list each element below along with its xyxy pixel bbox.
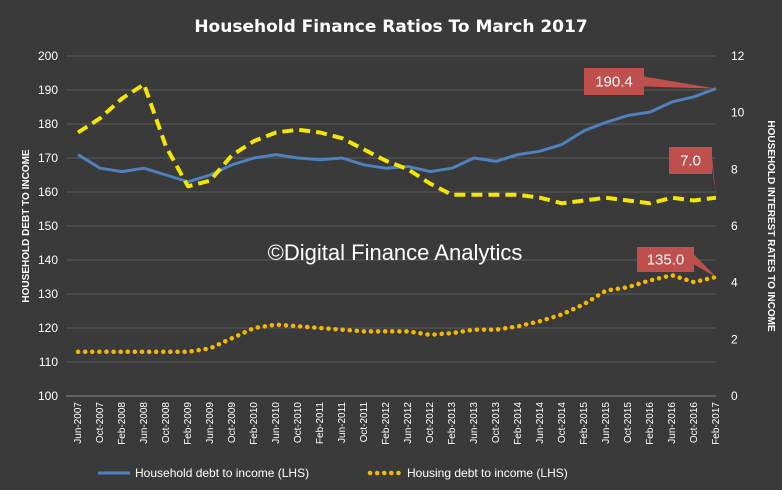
x-tick-label: Feb-2014 — [513, 402, 524, 445]
watermark: ©Digital Finance Analytics — [268, 240, 523, 265]
right-tick-label: 8 — [731, 162, 738, 176]
left-tick-label: 130 — [38, 287, 58, 301]
left-tick-label: 150 — [38, 219, 58, 233]
callout-0: 190.4 — [584, 68, 716, 95]
left-tick-label: 140 — [38, 253, 58, 267]
callout-label: 190.4 — [595, 74, 633, 91]
left-tick-label: 120 — [38, 321, 58, 335]
left-tick-label: 170 — [38, 151, 58, 165]
x-tick-label: Feb-2013 — [447, 402, 458, 445]
x-tick-label: Jun-2009 — [205, 402, 216, 444]
left-tick-label: 180 — [38, 117, 58, 131]
x-tick-label: Oct-2007 — [95, 402, 106, 444]
x-tick-label: Oct-2012 — [425, 402, 436, 444]
callout-pointer — [694, 254, 716, 277]
callout-pointer — [644, 76, 716, 89]
x-tick-label: Oct-2010 — [293, 402, 304, 444]
series-line-0 — [77, 87, 717, 184]
callout-box — [637, 247, 694, 272]
x-tick-label: Jun-2008 — [139, 402, 150, 444]
x-tick-label: Oct-2014 — [557, 402, 568, 444]
callout-1: 7.0 — [669, 147, 716, 198]
legend: Household debt to income (LHS) Housing de… — [98, 466, 568, 480]
x-tick-label: Jun-2012 — [403, 402, 414, 444]
x-tick-label: Feb-2016 — [645, 402, 656, 445]
right-axis-label: HOUSEHOLD INTEREST RATES TO INCOME — [765, 120, 776, 332]
x-tick-label: Feb-2008 — [117, 402, 128, 445]
left-tick-label: 160 — [38, 185, 58, 199]
right-axis-ticks: 0 2 4 6 8 10 12 — [731, 49, 745, 403]
x-tick-label: Jun-2016 — [667, 402, 678, 444]
legend-item-1: Housing debt to income (LHS) — [367, 466, 568, 480]
legend-label: Household debt to income (LHS) — [135, 466, 309, 480]
callout-label: 7.0 — [680, 153, 701, 170]
chart-title: Household Finance Ratios To March 2017 — [194, 17, 587, 37]
x-tick-label: Feb-2010 — [249, 402, 260, 445]
x-tick-label: Feb-2012 — [381, 402, 392, 445]
right-tick-label: 10 — [731, 106, 745, 120]
x-tick-label: Feb-2017 — [711, 402, 722, 445]
left-tick-label: 200 — [38, 49, 58, 63]
series-layer — [75, 82, 719, 355]
right-tick-label: 6 — [731, 219, 738, 233]
x-tick-label: Jun-2010 — [271, 402, 282, 444]
x-axis-ticks: Jun-2007 Oct-2007 Feb-2008 Jun-2008 Oct-2008… — [73, 402, 722, 445]
x-tick-label: Oct-2013 — [491, 402, 502, 444]
callout-box — [669, 147, 712, 174]
x-tick-label: Jun-2011 — [337, 402, 348, 443]
x-tick-label: Jun-2007 — [73, 402, 84, 444]
left-tick-label: 110 — [39, 355, 58, 369]
x-tick-label: Oct-2009 — [227, 402, 238, 444]
callout-label: 135.0 — [647, 252, 685, 269]
x-tick-label: Jun-2013 — [469, 402, 480, 444]
x-tick-label: Oct-2008 — [161, 402, 172, 444]
series-line-2 — [76, 82, 717, 206]
right-tick-label: 12 — [731, 49, 745, 63]
series-line-1 — [75, 273, 719, 355]
x-tick-label: Jun-2014 — [535, 402, 546, 444]
x-tick-label: Oct-2011 — [359, 402, 370, 443]
callouts: 190.4 7.0 135.0 — [584, 68, 716, 277]
left-axis-ticks: 100 110 120 130 140 150 160 170 180 190 200 — [38, 49, 58, 403]
x-tick-label: Feb-2011 — [315, 402, 326, 445]
x-tick-label: Feb-2015 — [579, 402, 590, 445]
right-tick-label: 4 — [731, 276, 738, 290]
right-tick-label: 0 — [731, 389, 738, 403]
x-tick-label: Oct-2016 — [689, 402, 700, 444]
x-tick-label: Feb-2009 — [183, 402, 194, 445]
left-tick-label: 100 — [38, 389, 58, 403]
legend-label: Housing debt to income (LHS) — [407, 466, 568, 480]
left-tick-label: 190 — [38, 83, 58, 97]
x-tick-label: Jun-2015 — [601, 402, 612, 444]
callout-box — [584, 68, 644, 95]
left-axis-label: HOUSEHOLD DEBT TO INCOME — [21, 149, 32, 302]
right-tick-label: 2 — [731, 332, 738, 346]
callout-2: 135.0 — [637, 247, 716, 277]
callout-pointer — [712, 155, 716, 198]
legend-item-0: Household debt to income (LHS) — [98, 466, 309, 480]
x-tick-label: Oct-2015 — [623, 402, 634, 444]
